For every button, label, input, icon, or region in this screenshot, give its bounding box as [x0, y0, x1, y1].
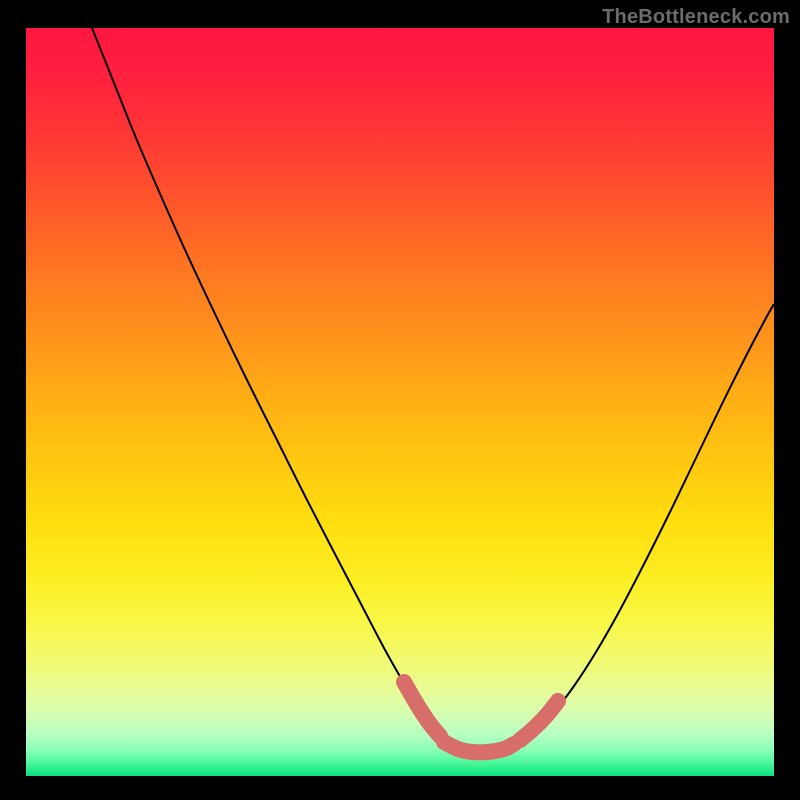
- plot-background: [26, 28, 774, 776]
- chart-svg: [0, 0, 800, 800]
- bottleneck-chart: TheBottleneck.com: [0, 0, 800, 800]
- watermark-label: TheBottleneck.com: [602, 6, 790, 29]
